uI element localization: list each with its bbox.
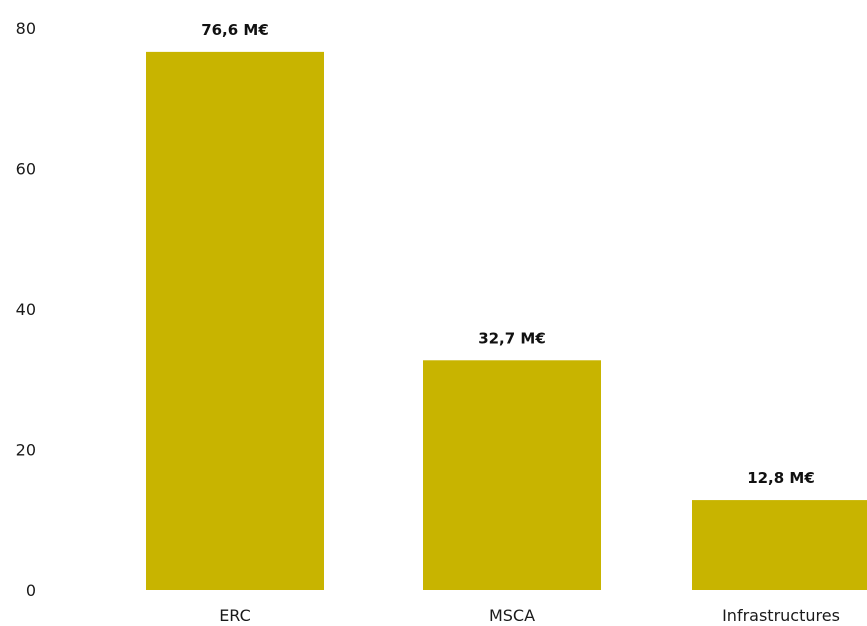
data-label: 76,6 M€ bbox=[201, 21, 269, 39]
x-category-label: Infrastructures bbox=[722, 606, 840, 625]
bar-msca bbox=[423, 360, 601, 590]
data-labels: 76,6 M€ 32,7 M€ 12,8 M€ bbox=[201, 21, 815, 487]
y-axis: 0 20 40 60 80 bbox=[16, 19, 36, 600]
bars bbox=[146, 51, 867, 590]
data-label: 32,7 M€ bbox=[478, 329, 546, 347]
y-tick-label: 60 bbox=[16, 160, 36, 179]
y-tick-label: 20 bbox=[16, 441, 36, 460]
data-label: 12,8 M€ bbox=[747, 469, 815, 487]
y-tick-label: 80 bbox=[16, 19, 36, 38]
x-category-label: ERC bbox=[219, 606, 251, 625]
x-category-label: MSCA bbox=[489, 606, 535, 625]
y-tick-label: 0 bbox=[26, 581, 36, 600]
x-axis: ERC MSCA Infrastructures bbox=[219, 606, 840, 625]
bar-erc bbox=[146, 51, 324, 590]
y-tick-label: 40 bbox=[16, 300, 36, 319]
bar-infrastructures bbox=[692, 500, 867, 590]
